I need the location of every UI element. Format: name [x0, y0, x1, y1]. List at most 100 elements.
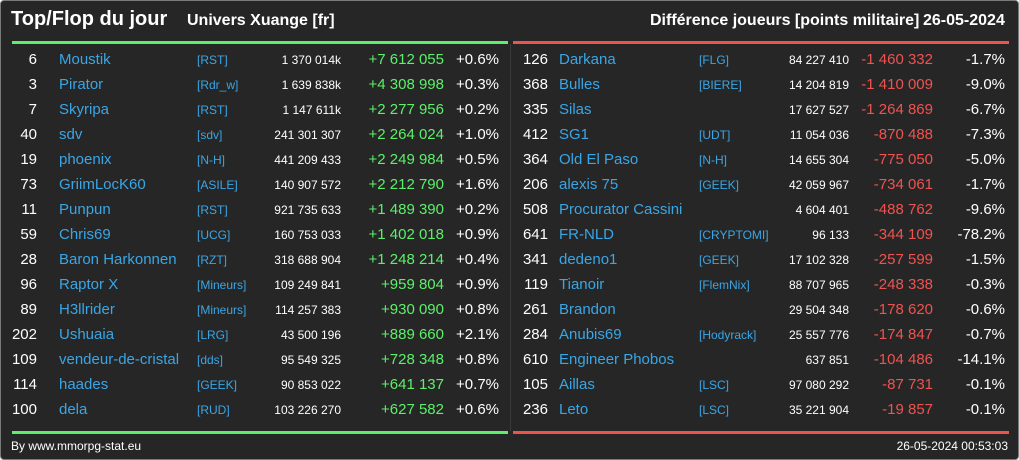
points-delta: -248 338 — [873, 276, 933, 293]
alliance-tag-link[interactable]: [RZT] — [197, 253, 227, 267]
alliance-tag-link[interactable]: [UDT] — [699, 128, 731, 142]
percent-change: +1.6% — [456, 176, 499, 193]
alliance-tag-link[interactable]: [N-H] — [197, 153, 225, 167]
player-points: 97 080 292 — [788, 378, 849, 392]
alliance-tag-link[interactable]: [GEEK] — [699, 178, 740, 192]
alliance-tag-link[interactable]: [RST] — [197, 103, 228, 117]
player-name-link[interactable]: sdv — [59, 126, 83, 143]
metric-label: Différence joueurs [points militaire] — [650, 12, 920, 29]
top-row: 89 H3llrider [Mineurs] 114 257 383 +930 090 +… — [1, 298, 501, 323]
universe-label: Univers Xuange [fr] — [187, 12, 335, 29]
player-name-link[interactable]: Ushuaia — [59, 326, 115, 343]
alliance-tag-link[interactable]: [BIERE] — [699, 78, 742, 92]
percent-change: -1.7% — [965, 51, 1005, 68]
alliance-tag-link[interactable]: [sdv] — [197, 128, 223, 142]
player-name-link[interactable]: FR-NLD — [559, 226, 614, 243]
alliance-tag-link[interactable]: [Hodyrack] — [699, 328, 757, 342]
player-name-link[interactable]: Anubis69 — [559, 326, 622, 343]
points-delta: +4 308 998 — [368, 76, 445, 93]
alliance-tag-link[interactable]: [Mineurs] — [197, 303, 247, 317]
points-delta: -1 410 009 — [861, 76, 933, 93]
player-points: 318 688 904 — [274, 253, 341, 267]
alliance-tag-link[interactable]: [Mineurs] — [197, 278, 247, 292]
points-delta: +641 137 — [381, 376, 444, 393]
player-name-link[interactable]: Aillas — [559, 376, 595, 393]
top-row: 100 dela [RUD] 103 226 270 +627 582 +0.6% — [1, 398, 501, 423]
player-rank: 28 — [20, 251, 37, 268]
player-points: 1 370 014k — [281, 53, 341, 67]
player-rank: 114 — [13, 376, 37, 393]
player-name-link[interactable]: Skyripa — [59, 101, 110, 118]
player-name-link[interactable]: GriimLocK60 — [59, 176, 146, 193]
player-name-link[interactable]: phoenix — [59, 151, 112, 168]
player-name-link[interactable]: Chris69 — [59, 226, 111, 243]
percent-change: -7.3% — [965, 126, 1005, 143]
alliance-tag-link[interactable]: [Rdr_w] — [197, 78, 239, 92]
alliance-tag-link[interactable]: [ASILE] — [197, 178, 238, 192]
flop-bottom-bar — [513, 431, 1009, 434]
player-points: 4 604 401 — [795, 203, 849, 217]
percent-change: +0.9% — [456, 226, 499, 243]
player-name-link[interactable]: Tianoir — [559, 276, 605, 293]
alliance-tag-link[interactable]: [RUD] — [197, 403, 230, 417]
alliance-tag-link[interactable]: [LSC] — [699, 403, 730, 417]
player-points: 14 655 304 — [788, 153, 849, 167]
alliance-tag-link[interactable]: [GEEK] — [699, 253, 740, 267]
player-rank: 73 — [20, 176, 37, 193]
points-delta: +728 348 — [381, 351, 444, 368]
player-points: 1 147 611k — [282, 103, 342, 117]
player-name-link[interactable]: Moustik — [59, 51, 111, 68]
percent-change: -9.0% — [965, 76, 1005, 93]
page-title: Top/Flop du jour — [11, 8, 168, 30]
top-row: 40 sdv [sdv] 241 301 307 +2 264 024 +1.0% — [1, 123, 501, 148]
percent-change: -9.6% — [965, 201, 1005, 218]
player-name-link[interactable]: Leto — [559, 401, 589, 418]
player-name-link[interactable]: vendeur-de-cristal — [59, 351, 180, 368]
player-name-link[interactable]: SG1 — [559, 126, 590, 143]
player-name-link[interactable]: Bulles — [559, 76, 600, 93]
alliance-tag-link[interactable]: [UCG] — [197, 228, 231, 242]
player-points: 114 257 383 — [275, 303, 341, 317]
player-rank: 206 — [522, 176, 548, 193]
points-delta: +7 612 055 — [368, 51, 445, 68]
points-delta: +1 402 018 — [368, 226, 445, 243]
alliance-tag-link[interactable]: [LRG] — [197, 328, 229, 342]
player-rank: 96 — [20, 276, 37, 293]
player-name-link[interactable]: Pirator — [59, 76, 104, 93]
player-name-link[interactable]: Brandon — [559, 301, 616, 318]
player-points: 140 907 572 — [274, 178, 341, 192]
player-points: 90 853 022 — [280, 378, 341, 392]
alliance-tag-link[interactable]: [GEEK] — [197, 378, 238, 392]
player-name-link[interactable]: Punpun — [59, 201, 111, 218]
player-rank: 59 — [20, 226, 37, 243]
player-points: 14 204 819 — [788, 78, 849, 92]
player-name-link[interactable]: Old El Paso — [559, 151, 639, 168]
player-rank: 40 — [20, 126, 37, 143]
player-name-link[interactable]: alexis 75 — [559, 176, 619, 193]
player-name-link[interactable]: Procurator Cassini — [559, 201, 683, 218]
player-name-link[interactable]: dedeno1 — [559, 251, 618, 268]
player-name-link[interactable]: haades — [59, 376, 109, 393]
player-name-link[interactable]: Silas — [559, 101, 592, 118]
points-delta: +959 804 — [381, 276, 444, 293]
player-name-link[interactable]: H3llrider — [59, 301, 115, 318]
alliance-tag-link[interactable]: [N-H] — [699, 153, 727, 167]
player-rank: 641 — [522, 226, 548, 243]
alliance-tag-link[interactable]: [FLG] — [699, 53, 730, 67]
alliance-tag-link[interactable]: [RST] — [197, 53, 228, 67]
alliance-tag-link[interactable]: [CRYPTOMI] — [699, 228, 769, 242]
player-name-link[interactable]: Darkana — [559, 51, 616, 68]
flop-row: 126 Darkana [FLG] 84 227 410 -1 460 332 -1.7% — [512, 48, 1012, 73]
percent-change: -0.6% — [965, 301, 1005, 318]
player-rank: 119 — [524, 276, 548, 293]
points-delta: -104 486 — [873, 351, 933, 368]
player-name-link[interactable]: Engineer Phobos — [559, 351, 675, 368]
alliance-tag-link[interactable]: [dds] — [197, 353, 224, 367]
flop-row: 368 Bulles [BIERE] 14 204 819 -1 410 009 -9.0… — [512, 73, 1012, 98]
alliance-tag-link[interactable]: [RST] — [197, 203, 228, 217]
player-name-link[interactable]: Raptor X — [59, 276, 119, 293]
alliance-tag-link[interactable]: [FlemNix] — [699, 278, 750, 292]
alliance-tag-link[interactable]: [LSC] — [699, 378, 730, 392]
player-name-link[interactable]: dela — [59, 401, 88, 418]
player-name-link[interactable]: Baron Harkonnen — [59, 251, 177, 268]
